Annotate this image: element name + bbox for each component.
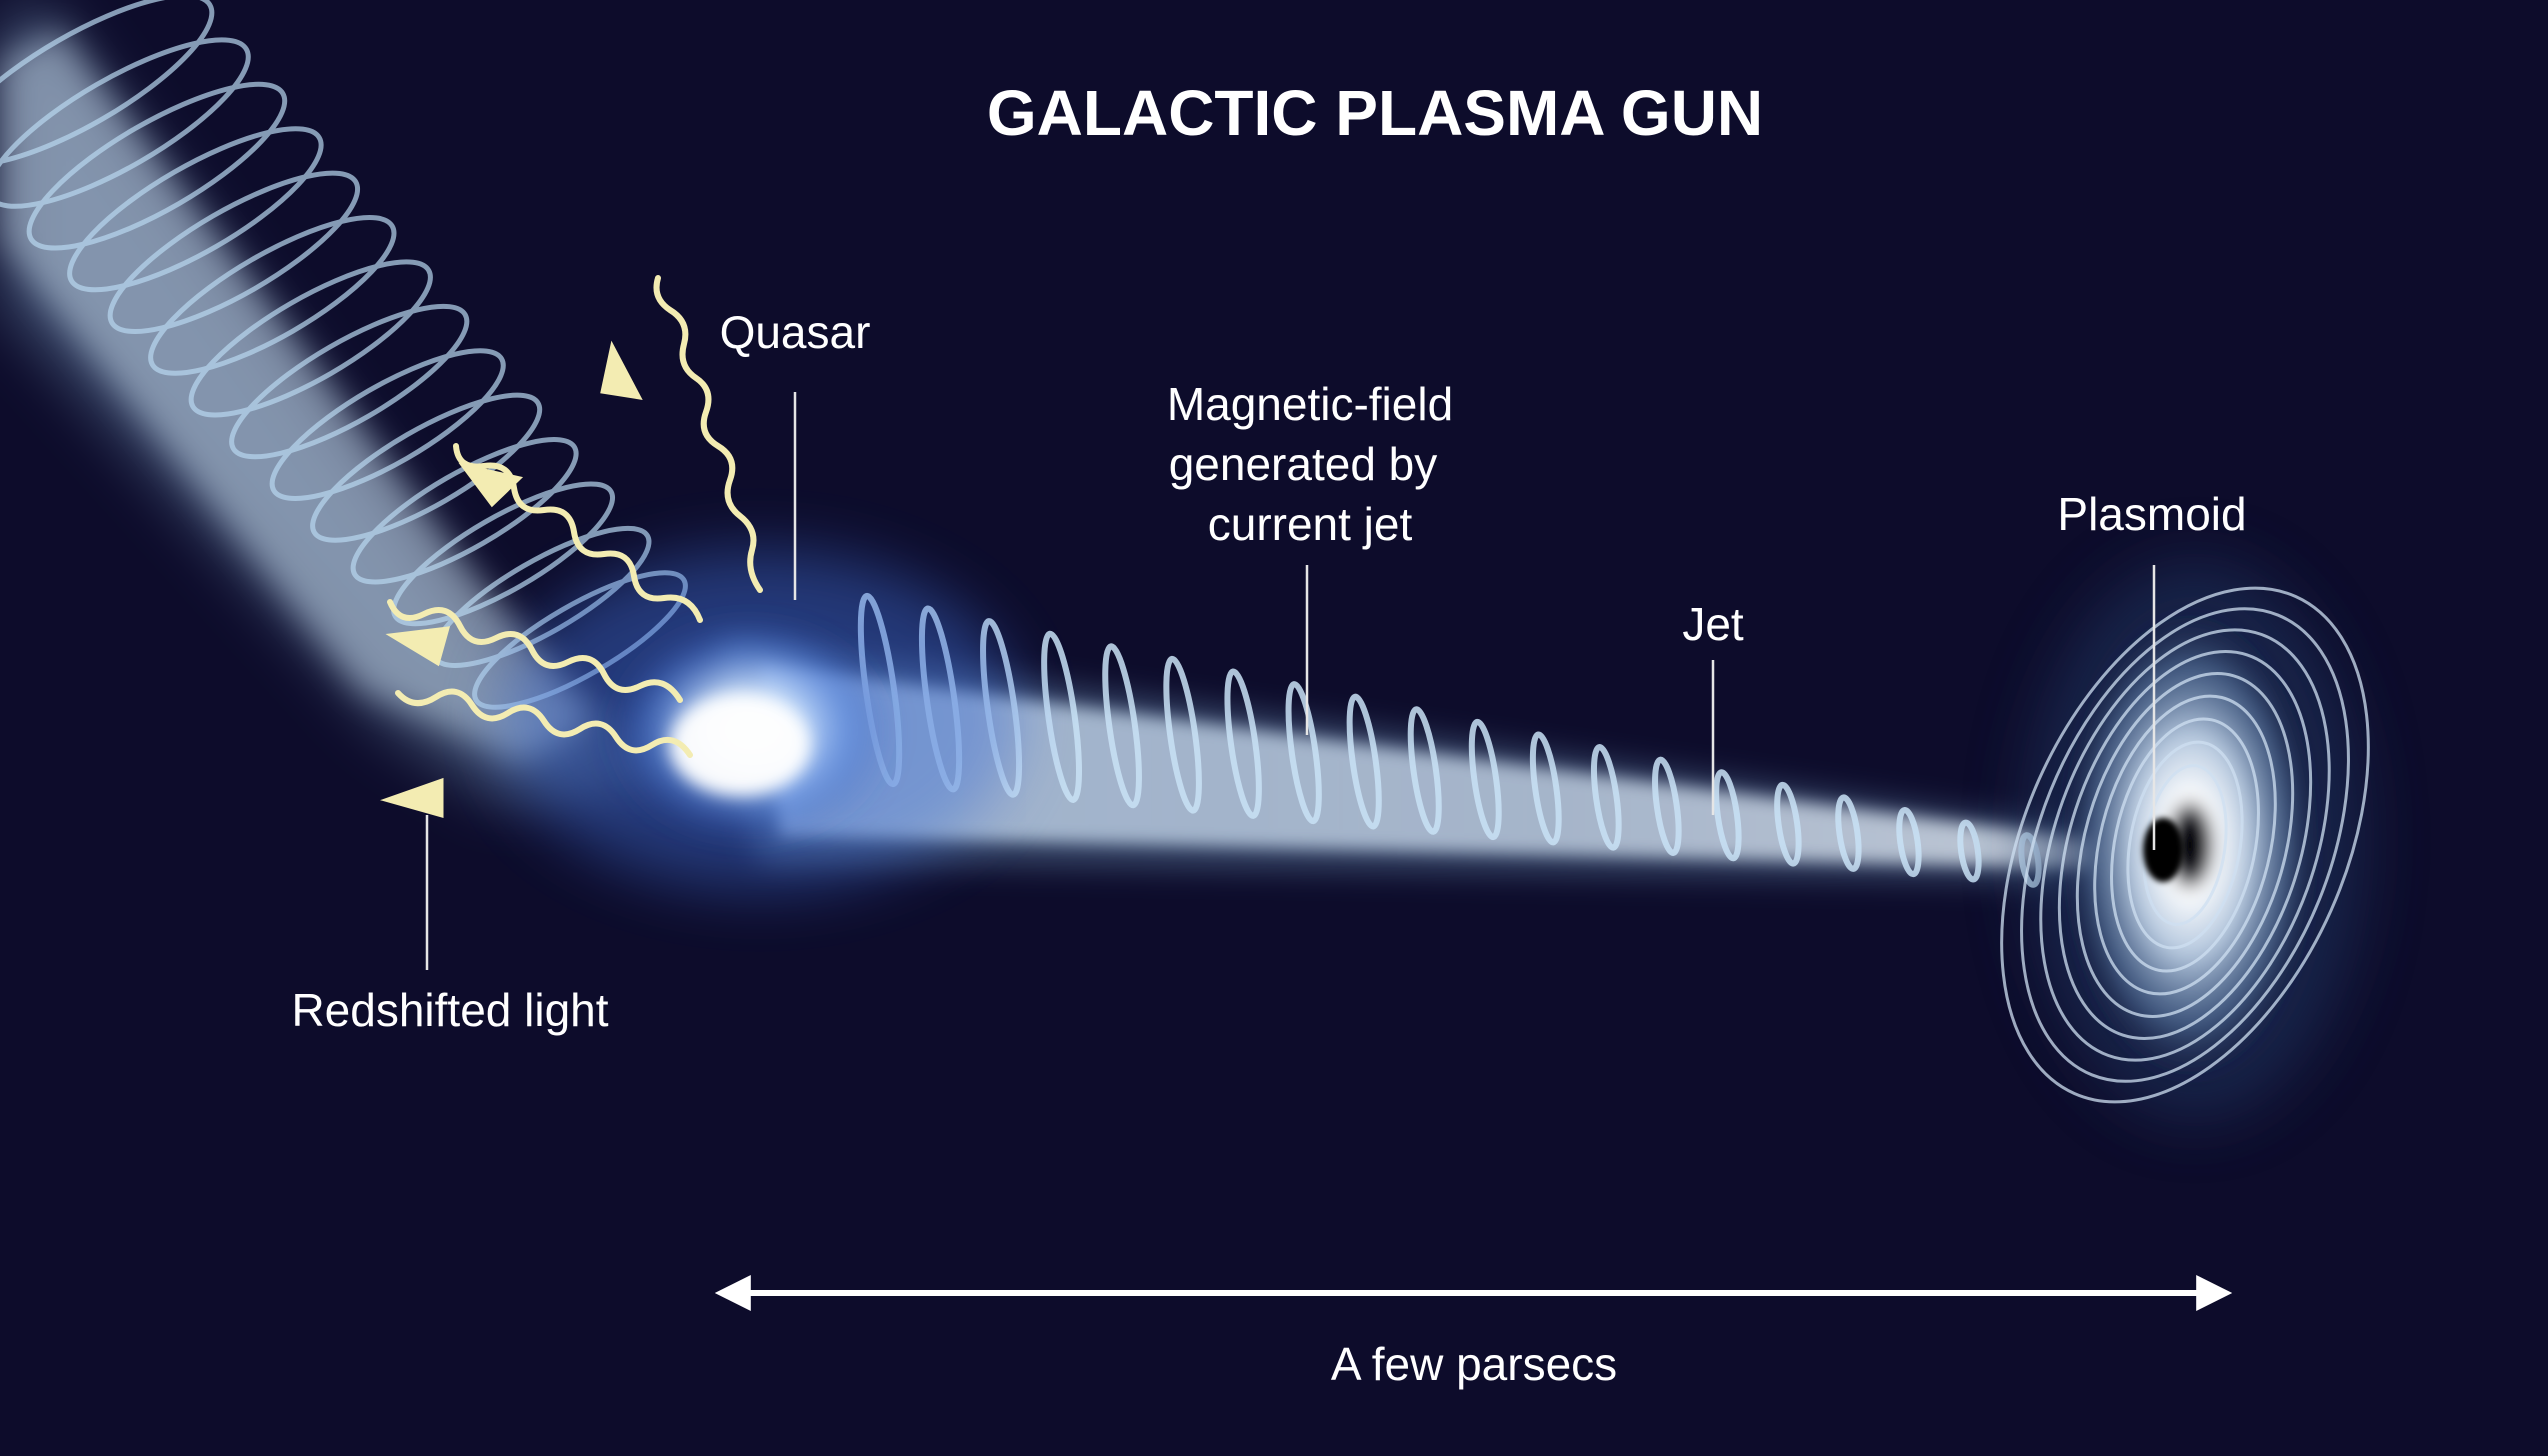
jet-helix-ring [1774, 781, 1802, 867]
jet-helix-ring [1713, 769, 1742, 862]
plume-helix-ring [350, 437, 579, 585]
plasmoid-swirl [2039, 628, 2331, 1062]
light-wave-arrowhead-3 [385, 626, 451, 667]
jet-label: Jet [1682, 598, 1744, 650]
plume-helix-ring [0, 0, 215, 168]
jet-helix-ring [1896, 807, 1922, 878]
plasmoid-swirl [2093, 694, 2277, 996]
jet-helix-ring [1835, 794, 1862, 872]
plasmoid-swirl [2126, 740, 2244, 950]
redshifted-light-label: Redshifted light [291, 984, 608, 1036]
light-wave-3 [387, 599, 683, 703]
plasmoid-swirl [2057, 649, 2313, 1041]
jet-helix-ring [1652, 756, 1682, 856]
plasmoid-vortex [2000, 560, 2370, 1120]
upper-jet-plume [0, 0, 700, 800]
plume-helix-ring [107, 170, 361, 335]
pointer-lines [425, 392, 2156, 970]
jet-helix-ring [1346, 693, 1382, 830]
redshifted-light-waves [380, 275, 763, 818]
light-wave-arrowhead-1 [600, 340, 643, 400]
magnetic-field-label-line-1: Magnetic-field [1167, 378, 1453, 430]
jet-helix-ring [1407, 706, 1442, 835]
plume-helix-ring [67, 126, 324, 293]
jet-helix-ring [1590, 744, 1622, 851]
plume-helix-ring [188, 259, 433, 418]
jet-helix-ring [1468, 718, 1502, 841]
light-wave-4 [395, 688, 693, 758]
jet-helix-ring [1163, 655, 1202, 814]
light-wave-2 [453, 443, 703, 623]
plasmoid-label: Plasmoid [2057, 488, 2246, 540]
diagram-title: GALACTIC PLASMA GUN [987, 77, 1763, 149]
magnetic-field-label-line-3: current jet [1208, 498, 1413, 550]
jet-helix-ring [1041, 630, 1083, 803]
jet-helix-ring [1102, 643, 1142, 809]
plume-helix-ring [229, 303, 470, 460]
plasmoid-swirl [2020, 607, 2350, 1083]
plume-helix-ring [391, 481, 616, 627]
plume-helix-ring [269, 348, 506, 501]
light-wave-arrowhead-2 [458, 462, 524, 508]
light-wave-1 [653, 275, 763, 593]
plasmoid-swirl [2075, 672, 2295, 1018]
light-wave-arrowhead-4 [380, 777, 444, 818]
quasar-core [500, 550, 1020, 890]
scale-label: A few parsecs [1331, 1338, 1617, 1390]
plume-helix-ring [148, 215, 397, 376]
jet-helix-ring [1529, 731, 1562, 846]
plume-helix-ring [310, 392, 543, 543]
jet-helix-ring [1285, 681, 1322, 825]
plasmoid-swirl [2110, 717, 2260, 973]
plume-helix-ring [0, 37, 251, 209]
plume-helix-ring [26, 81, 288, 251]
plasmoid-swirl [2000, 586, 2370, 1104]
magnetic-field-label-line-2: generated by [1169, 438, 1438, 490]
quasar-label: Quasar [720, 306, 871, 358]
jet-helix-ring [1224, 668, 1262, 819]
jet-helix-ring [1957, 819, 1982, 883]
